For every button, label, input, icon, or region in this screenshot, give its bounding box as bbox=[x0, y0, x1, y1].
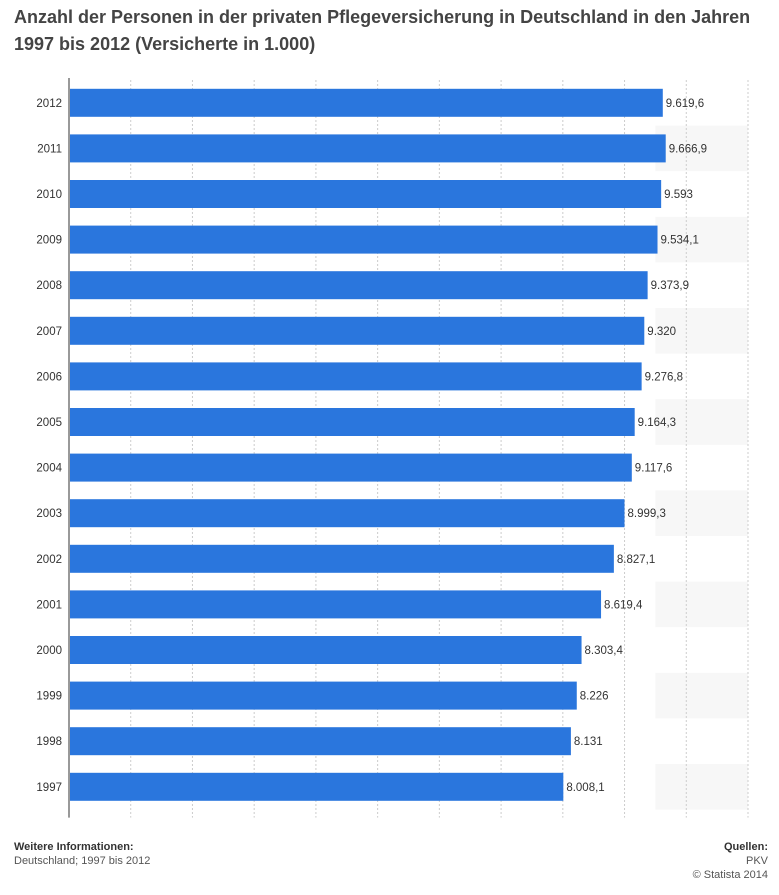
value-label-2001: 8.619,4 bbox=[604, 599, 643, 611]
source-name[interactable]: PKV bbox=[745, 855, 768, 867]
category-label-2009: 2009 bbox=[36, 235, 62, 247]
row-band bbox=[655, 581, 748, 628]
row-band bbox=[655, 308, 748, 354]
category-label-2006: 2006 bbox=[36, 371, 62, 383]
bar-2000[interactable] bbox=[70, 636, 582, 664]
category-label-2001: 2001 bbox=[36, 599, 62, 611]
value-label-2006: 9.276,8 bbox=[645, 371, 683, 383]
category-label-2003: 2003 bbox=[36, 508, 62, 520]
sources-heading: Quellen: bbox=[723, 841, 768, 853]
bar-2009[interactable] bbox=[70, 225, 658, 254]
category-label-2012: 2012 bbox=[36, 98, 62, 110]
row-band bbox=[655, 125, 748, 172]
category-label-2004: 2004 bbox=[36, 463, 62, 475]
value-label-2008: 9.373,9 bbox=[651, 280, 689, 292]
chart-title: Anzahl der Personen in der privaten Pfle… bbox=[14, 7, 751, 54]
row-bands bbox=[655, 125, 748, 810]
category-label-2002: 2002 bbox=[36, 554, 62, 566]
footer-info: Weitere Informationen: Deutschland; 1997… bbox=[14, 840, 150, 868]
category-label-1999: 1999 bbox=[36, 691, 62, 703]
bar-2001[interactable] bbox=[70, 590, 602, 619]
row-band bbox=[655, 399, 748, 445]
category-label-2011: 2011 bbox=[37, 143, 62, 155]
bar-2002[interactable] bbox=[70, 544, 614, 573]
category-label-2005: 2005 bbox=[36, 417, 62, 429]
footer-sources: Quellen: PKV © Statista 2014 bbox=[693, 840, 768, 882]
bar-2004[interactable] bbox=[70, 453, 632, 482]
value-label-2007: 9.320 bbox=[647, 326, 676, 338]
info-heading: Weitere Informationen: bbox=[14, 841, 134, 853]
value-label-1999: 8.226 bbox=[580, 691, 609, 703]
bar-1998[interactable] bbox=[70, 727, 571, 756]
value-label-2012: 9.619,6 bbox=[666, 98, 704, 110]
value-label-2011: 9.666,9 bbox=[669, 143, 707, 155]
category-labels: 2012 2011 2010 2009 2008 2007 2006 2005 2004 2003… bbox=[36, 98, 62, 794]
row-band bbox=[655, 764, 748, 810]
value-label-2003: 8.999,3 bbox=[628, 508, 666, 520]
value-label-2000: 8.303,4 bbox=[585, 645, 624, 657]
value-label-2005: 9.164,3 bbox=[638, 417, 676, 429]
bar-2012[interactable] bbox=[70, 88, 663, 117]
gridlines bbox=[130, 80, 749, 818]
value-label-2004: 9.117,6 bbox=[635, 463, 673, 475]
bar-2005[interactable] bbox=[70, 408, 635, 436]
bar-1999[interactable] bbox=[70, 681, 577, 710]
value-label-1997: 8.008,1 bbox=[566, 782, 604, 794]
bar-2007[interactable] bbox=[70, 316, 645, 345]
value-label-2010: 9.593 bbox=[664, 189, 693, 201]
category-label-2008: 2008 bbox=[36, 280, 62, 292]
bar-2008[interactable] bbox=[70, 271, 648, 300]
category-label-1997: 1997 bbox=[36, 782, 62, 794]
category-label-2000: 2000 bbox=[36, 645, 62, 657]
bar-2011[interactable] bbox=[70, 134, 666, 163]
bar-1997[interactable] bbox=[70, 772, 564, 801]
value-label-1998: 8.131 bbox=[574, 736, 603, 748]
bars bbox=[70, 88, 666, 801]
value-labels: 9.619,6 9.666,9 9.593 9.534,1 9.373,9 9.320 9.… bbox=[566, 98, 707, 794]
row-band bbox=[655, 672, 748, 719]
value-label-2002: 8.827,1 bbox=[617, 554, 655, 566]
category-label-2010: 2010 bbox=[36, 189, 62, 201]
row-band bbox=[655, 216, 748, 263]
bar-2010[interactable] bbox=[70, 180, 662, 208]
bar-2006[interactable] bbox=[70, 362, 642, 391]
info-text: Deutschland; 1997 bis 2012 bbox=[14, 855, 151, 867]
copyright: © Statista 2014 bbox=[692, 869, 768, 881]
value-label-2009: 9.534,1 bbox=[661, 235, 699, 247]
category-label-2007: 2007 bbox=[36, 326, 62, 338]
category-label-1998: 1998 bbox=[36, 736, 62, 748]
row-band bbox=[655, 490, 748, 536]
bar-2003[interactable] bbox=[70, 499, 625, 528]
